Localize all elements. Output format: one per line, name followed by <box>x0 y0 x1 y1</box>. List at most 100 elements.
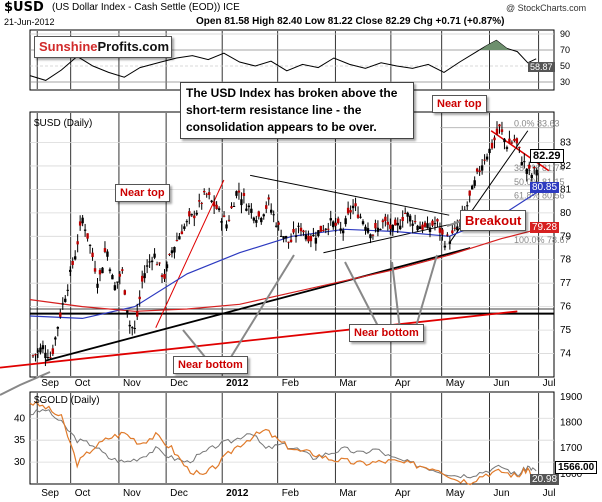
price-candle <box>245 208 248 211</box>
ohlc-readout: Open 81.58 High 82.40 Low 81.22 Close 82… <box>196 16 505 27</box>
rsi-badge: 58.87 <box>528 62 555 72</box>
gold-left-tick-label: 40 <box>14 413 26 424</box>
price-candle <box>448 241 452 244</box>
price-candle <box>51 348 55 355</box>
price-candle <box>136 311 139 317</box>
price-y-tick-label: 75 <box>560 325 572 336</box>
price-candle <box>451 230 454 234</box>
near-bottom-mid-label: Near bottom <box>349 324 424 342</box>
price-candle <box>354 203 357 207</box>
price-candle <box>418 226 422 230</box>
price-candle <box>441 229 444 235</box>
gold-x-tick-label: 2012 <box>226 488 249 499</box>
price-candle <box>421 224 424 230</box>
price-candle <box>274 225 278 227</box>
price-candle <box>426 223 429 229</box>
fib-level-label: 38.2% 81.74 <box>514 163 565 173</box>
price-candle <box>533 166 536 169</box>
price-candle <box>396 222 399 226</box>
price-candle <box>361 221 365 225</box>
price-candle <box>49 357 52 359</box>
price-candle <box>103 248 107 252</box>
price-candle <box>443 245 447 248</box>
gold-x-tick-label: Nov <box>123 488 141 499</box>
price-candle <box>403 212 407 214</box>
long-term-support-line <box>45 247 471 362</box>
price-candle <box>108 269 112 272</box>
price-candle <box>215 204 218 210</box>
price-x-tick-label: Nov <box>123 378 141 389</box>
price-candle <box>523 161 526 163</box>
price-candle <box>36 350 40 352</box>
price-candle <box>128 324 131 327</box>
rsi-series <box>29 39 537 81</box>
price-candle <box>237 190 241 193</box>
price-candle <box>369 234 372 239</box>
price-candle <box>203 190 206 193</box>
price-candle <box>150 260 154 263</box>
price-candle <box>272 214 275 216</box>
price-candle <box>140 275 144 282</box>
gold-x-tick-label: Sep <box>41 488 59 499</box>
price-candle <box>329 218 332 221</box>
price-y-tick-label: 83 <box>560 137 572 148</box>
price-candle <box>423 222 427 227</box>
near-top-right-label: Near top <box>432 95 487 113</box>
price-candle <box>188 211 191 217</box>
price-candle <box>252 217 256 221</box>
price-candle <box>346 207 350 214</box>
price-candle <box>332 221 335 228</box>
price-candle <box>160 275 164 277</box>
price-candle <box>364 226 367 231</box>
gold-price-badge: 1566.00 <box>555 461 598 474</box>
price-candle <box>143 273 146 279</box>
price-candle <box>322 229 325 231</box>
price-candle <box>81 217 84 224</box>
gold-right-tick-label: 1600 <box>560 469 583 480</box>
price-candle <box>170 250 174 254</box>
price-candle <box>113 285 117 291</box>
price-candle <box>312 234 315 237</box>
price-candle <box>145 265 149 267</box>
price-candle <box>406 212 409 217</box>
price-candle <box>515 138 519 144</box>
price-candle <box>83 229 87 231</box>
price-candle <box>399 225 402 230</box>
price-candle <box>408 215 412 222</box>
trend-lines <box>0 130 554 369</box>
gold-left-tick-label: 30 <box>14 457 26 468</box>
rsi-overbought-fill <box>480 40 510 50</box>
logo-part2: Profits.com <box>97 39 170 54</box>
price-candle <box>327 228 330 230</box>
price-candle <box>317 230 320 236</box>
price-candle <box>456 226 459 231</box>
price-x-tick-label: Mar <box>339 378 357 389</box>
price-candle <box>436 219 439 222</box>
price-x-tick-label: 2012 <box>226 378 249 389</box>
price-candle <box>495 128 499 135</box>
price-candle <box>165 264 169 269</box>
price-candle <box>480 165 484 171</box>
gold-right-tick-label: 1900 <box>560 392 583 403</box>
gold-x-tick-label: Jun <box>493 488 509 499</box>
price-candle <box>349 210 352 213</box>
price-candle <box>217 208 221 211</box>
price-candle <box>46 357 50 359</box>
gold-price-line <box>29 400 537 486</box>
price-x-tick-label: Jul <box>543 378 556 389</box>
price-candle <box>428 227 432 232</box>
price-candle <box>126 310 129 313</box>
price-candle <box>475 168 479 172</box>
price-y-tick-label: 74 <box>560 349 572 360</box>
price-candle <box>525 168 528 174</box>
price-candle <box>299 227 303 232</box>
gold-x-tick-label: Apr <box>395 488 411 499</box>
callout-pointer <box>230 254 295 358</box>
price-candle <box>466 205 469 207</box>
rsi-tick-label: 70 <box>560 45 570 55</box>
price-candle <box>416 225 419 231</box>
main-annotation: The USD Index has broken above the short… <box>180 82 414 139</box>
ma200-line <box>29 229 537 312</box>
price-candle <box>376 227 380 232</box>
callout-pointer <box>414 254 438 331</box>
